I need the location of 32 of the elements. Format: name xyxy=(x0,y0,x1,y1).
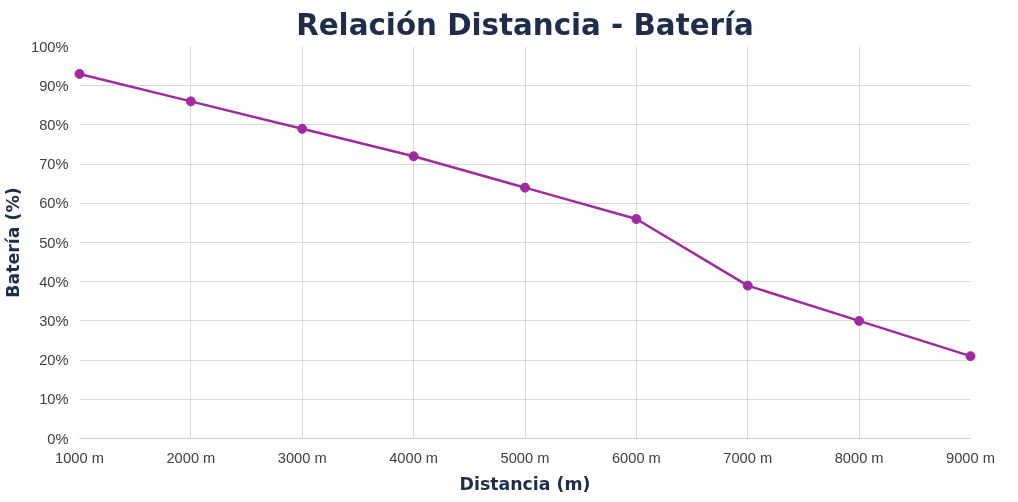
x-axis-title: Distancia (m) xyxy=(459,473,591,494)
y-tick-label: 0% xyxy=(47,430,69,447)
chart-title: Relación Distancia - Batería xyxy=(296,7,754,42)
y-tick-label: 30% xyxy=(39,312,69,329)
x-tick-label: 2000 m xyxy=(166,449,216,466)
x-tick-label: 6000 m xyxy=(611,449,661,466)
point xyxy=(520,182,530,193)
point xyxy=(631,213,642,224)
x-tick-label: 5000 m xyxy=(500,449,550,466)
x-tick-label: 9000 m xyxy=(946,449,995,466)
point xyxy=(742,280,753,291)
x-tick-label: 1000 m xyxy=(55,449,104,466)
y-tick-label: 50% xyxy=(39,234,69,251)
x-tick-label: 4000 m xyxy=(389,449,439,466)
y-tick-label: 100% xyxy=(31,38,69,55)
point xyxy=(185,96,196,107)
point xyxy=(408,151,419,162)
point xyxy=(74,68,85,79)
y-tick-label: 20% xyxy=(39,352,69,369)
y-tick-label: 80% xyxy=(39,116,69,133)
x-tick-label: 8000 m xyxy=(834,449,884,466)
x-tick-label: 7000 m xyxy=(723,449,773,466)
y-axis-title: Batería (%) xyxy=(3,187,24,298)
point xyxy=(854,315,865,326)
y-tick-label: 40% xyxy=(39,273,69,290)
y-tick-label: 70% xyxy=(39,156,69,173)
x-tick-label: 3000 m xyxy=(277,449,327,466)
y-tick-label: 10% xyxy=(39,391,69,408)
y-tick-label: 90% xyxy=(39,77,69,94)
y-tick-label: 60% xyxy=(39,195,69,212)
point xyxy=(965,351,976,362)
point xyxy=(297,123,308,134)
